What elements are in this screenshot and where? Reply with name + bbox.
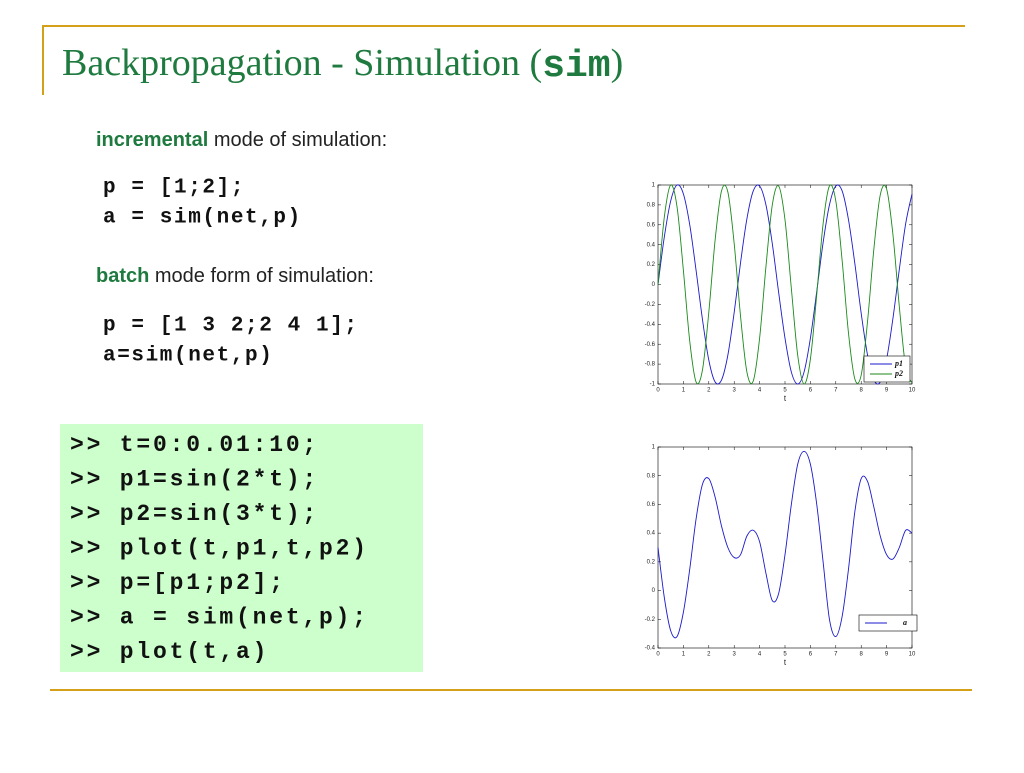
y-tick-label: 0.8 [647, 473, 656, 479]
chart: 0 1 2 3 4 5 6 7 8 9 10 -0.4 -0.2 0 0.2 0.4 0.6 0.8 1 t a [645, 445, 918, 667]
legend-label: a [903, 618, 907, 627]
x-tick-label: 7 [834, 652, 838, 658]
y-tick-label: 0.6 [647, 502, 656, 508]
y-tick-label: -0.2 [645, 302, 656, 308]
x-tick-label: 10 [909, 388, 916, 394]
x-tick-label: 6 [809, 388, 813, 394]
charts: 0 1 2 3 4 5 6 7 8 9 10-1-0.8-0.6-0.4-0.200.20.40.6… [645, 183, 918, 667]
chart: 0 1 2 3 4 5 6 7 8 9 10 -1 -0.8 -0.6 -0.4 -0.2 0 0.2 0.4 0.6… [645, 183, 916, 404]
x-tick-label: 4 [758, 388, 762, 394]
x-tick-label: 2 [707, 388, 711, 394]
console-line: >> p2=sin(3*t); [70, 501, 319, 527]
series-line [657, 450, 913, 639]
x-tick-label: 3 [733, 388, 737, 394]
x-tick-label: 7 [834, 388, 838, 394]
y-tick-label: 0 [652, 282, 656, 288]
batch-heading: batch mode form of simulation: [96, 265, 374, 287]
y-tick-label: 1 [652, 445, 656, 451]
code-line: p = [1;2]; [103, 177, 245, 200]
y-tick-label: 0.8 [647, 202, 656, 208]
x-tick-label: 1 [682, 388, 686, 394]
code-line: p = [1 3 2;2 4 1]; [103, 315, 359, 338]
x-tick-label: 9 [885, 652, 889, 658]
y-tick-label: -0.6 [645, 342, 656, 348]
heading-text: mode of simulation: [208, 129, 387, 151]
console-line: >> p1=sin(2*t); [70, 467, 319, 493]
plot-area [657, 446, 913, 649]
y-tick-label: -1 [650, 382, 656, 388]
x-tick-label: 5 [783, 388, 787, 394]
x-tick-label: 3 [733, 652, 737, 658]
console: >> t=0:0.01:10; >> p1=sin(2*t); >> p2=sin(… [70, 432, 369, 665]
slide-title: Backpropagation - Simulation (sim) [62, 42, 623, 88]
console-line: >> p=[p1;p2]; [70, 570, 286, 596]
x-tick-label: 8 [860, 652, 864, 658]
x-tick-label: 10 [909, 652, 916, 658]
console-line: >> a = sim(net,p); [70, 605, 369, 631]
title-text: ) [611, 42, 624, 84]
y-tick-label: -0.2 [645, 617, 656, 623]
y-tick-label: 1 [652, 183, 656, 189]
x-tick-label: 9 [885, 388, 889, 394]
console-box [60, 424, 423, 672]
title-text: Backpropagation - Simulation ( [62, 42, 542, 84]
code-line: a=sim(net,p) [103, 345, 273, 368]
legend-box [858, 614, 918, 632]
y-tick-label: -0.4 [645, 646, 656, 652]
legend-box [863, 355, 911, 383]
console-line: >> t=0:0.01:10; [70, 432, 319, 458]
y-tick-label: -0.8 [645, 362, 656, 368]
x-tick-label: 0 [656, 652, 660, 658]
legend-label: p1 [894, 359, 903, 368]
y-tick-label: 0 [652, 588, 656, 594]
x-tick-label: 5 [783, 652, 787, 658]
console-line: >> plot(t,a) [70, 639, 269, 665]
y-tick-label: -0.4 [645, 322, 656, 328]
x-axis-label: t [784, 394, 787, 403]
incremental-heading: incremental mode of simulation: [96, 129, 387, 151]
code-line: a = sim(net,p) [103, 207, 302, 230]
x-tick-label: 0 [656, 388, 660, 394]
x-tick-label: 8 [860, 388, 864, 394]
y-tick-label: 0.6 [647, 222, 656, 228]
plot-area [657, 184, 913, 385]
series-line [657, 184, 913, 385]
y-tick-label: 0.4 [647, 531, 656, 537]
x-axis-label: t [784, 658, 787, 667]
title-code: sim [542, 45, 610, 88]
heading-text: mode form of simulation: [149, 265, 374, 287]
y-tick-label: 0.2 [647, 559, 656, 565]
keyword: batch [96, 265, 149, 287]
console-line: >> plot(t,p1,t,p2) [70, 536, 369, 562]
y-tick-label: 0.4 [647, 242, 656, 248]
keyword: incremental [96, 129, 208, 151]
x-tick-label: 4 [758, 652, 762, 658]
legend-label: p2 [894, 369, 903, 378]
y-tick-label: 0.2 [647, 262, 656, 268]
x-tick-label: 2 [707, 652, 711, 658]
x-tick-label: 1 [682, 652, 686, 658]
x-tick-label: 6 [809, 652, 813, 658]
